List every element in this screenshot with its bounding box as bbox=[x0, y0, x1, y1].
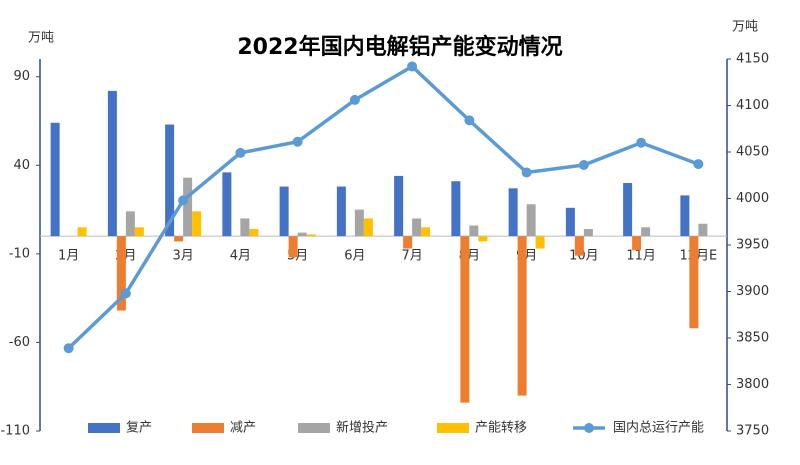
line-point bbox=[292, 136, 303, 147]
legend-swatch bbox=[192, 423, 224, 433]
bar bbox=[698, 223, 708, 237]
bar bbox=[689, 236, 699, 329]
y2-axis-label: 万吨 bbox=[732, 20, 758, 35]
bar bbox=[134, 227, 144, 237]
bar bbox=[469, 225, 479, 237]
chart-title: 2022年国内电解铝产能变动情况 bbox=[237, 34, 562, 60]
legend-label: 新增投产 bbox=[336, 420, 388, 436]
bar bbox=[508, 188, 518, 237]
line bbox=[67, 64, 699, 350]
line-point bbox=[578, 160, 589, 171]
bar bbox=[583, 229, 593, 237]
legend-label: 减产 bbox=[230, 421, 256, 436]
legend-label: 复产 bbox=[126, 421, 152, 436]
line-point bbox=[63, 343, 74, 354]
bar bbox=[249, 229, 259, 237]
y2-tick-label: 3750 bbox=[736, 424, 769, 439]
legend-swatch bbox=[88, 423, 120, 433]
bar bbox=[279, 186, 289, 237]
y2-tick-label: 4150 bbox=[736, 52, 769, 67]
bar bbox=[107, 90, 117, 237]
line-point bbox=[349, 94, 360, 105]
y2-tick-label: 4100 bbox=[736, 98, 769, 113]
y-tick-label: -10 bbox=[9, 246, 30, 261]
x-tick-label: 3月 bbox=[172, 249, 193, 264]
bar bbox=[183, 177, 193, 237]
bar bbox=[240, 218, 250, 237]
bar bbox=[394, 175, 404, 237]
bar bbox=[535, 236, 545, 249]
x-tick-label: 7月 bbox=[401, 249, 422, 264]
bar bbox=[403, 236, 413, 249]
y2-tick-label: 4050 bbox=[736, 145, 769, 160]
x-tick-label: 11月 bbox=[626, 249, 656, 264]
legend-marker bbox=[584, 423, 594, 433]
bar bbox=[517, 236, 527, 396]
legend-label: 国内总运行产能 bbox=[613, 420, 704, 436]
bar bbox=[451, 181, 461, 237]
bar bbox=[116, 236, 126, 311]
bar bbox=[526, 204, 536, 237]
y-tick-label: -60 bbox=[9, 335, 30, 350]
bar bbox=[297, 232, 307, 237]
y-axis-label: 万吨 bbox=[28, 31, 54, 46]
x-tick-label: 6月 bbox=[344, 249, 365, 264]
bar bbox=[222, 172, 232, 237]
y2-tick-label: 3850 bbox=[736, 331, 769, 346]
bar bbox=[125, 211, 135, 237]
line-point bbox=[521, 167, 532, 178]
y2-tick-label: 3800 bbox=[736, 377, 769, 392]
bar bbox=[632, 236, 642, 251]
y2-tick-label: 4000 bbox=[736, 191, 769, 206]
line-point bbox=[464, 115, 475, 126]
bar bbox=[478, 236, 488, 242]
bar bbox=[354, 209, 364, 237]
line-point bbox=[120, 288, 131, 299]
bar bbox=[680, 195, 690, 237]
bar bbox=[288, 236, 298, 258]
bar bbox=[460, 236, 470, 403]
line-point bbox=[235, 147, 246, 158]
bar bbox=[412, 218, 422, 237]
y-tick-label: 90 bbox=[13, 69, 30, 84]
x-tick-label: 4月 bbox=[230, 249, 251, 264]
bar bbox=[174, 236, 184, 242]
bar bbox=[565, 207, 575, 237]
line-point bbox=[636, 137, 647, 148]
bar bbox=[77, 227, 87, 237]
legend-swatch bbox=[437, 423, 469, 433]
y-tick-label: -110 bbox=[0, 424, 30, 439]
x-tick-label: 1月 bbox=[58, 249, 79, 264]
bar bbox=[336, 186, 346, 237]
bar bbox=[574, 236, 584, 256]
y-tick-label: 40 bbox=[13, 158, 30, 173]
line-point bbox=[407, 61, 418, 72]
bar bbox=[421, 227, 431, 237]
bar bbox=[306, 234, 316, 237]
bar bbox=[641, 227, 651, 237]
bar bbox=[192, 211, 202, 237]
bar bbox=[363, 218, 373, 237]
legend-swatch bbox=[298, 423, 330, 433]
bar bbox=[165, 124, 175, 237]
bar bbox=[623, 183, 633, 237]
bar bbox=[50, 122, 60, 237]
line-point bbox=[178, 195, 189, 206]
legend-label: 产能转移 bbox=[475, 421, 527, 436]
line-point bbox=[693, 159, 704, 170]
y2-tick-label: 3950 bbox=[736, 238, 769, 253]
y2-tick-label: 3900 bbox=[736, 284, 769, 299]
